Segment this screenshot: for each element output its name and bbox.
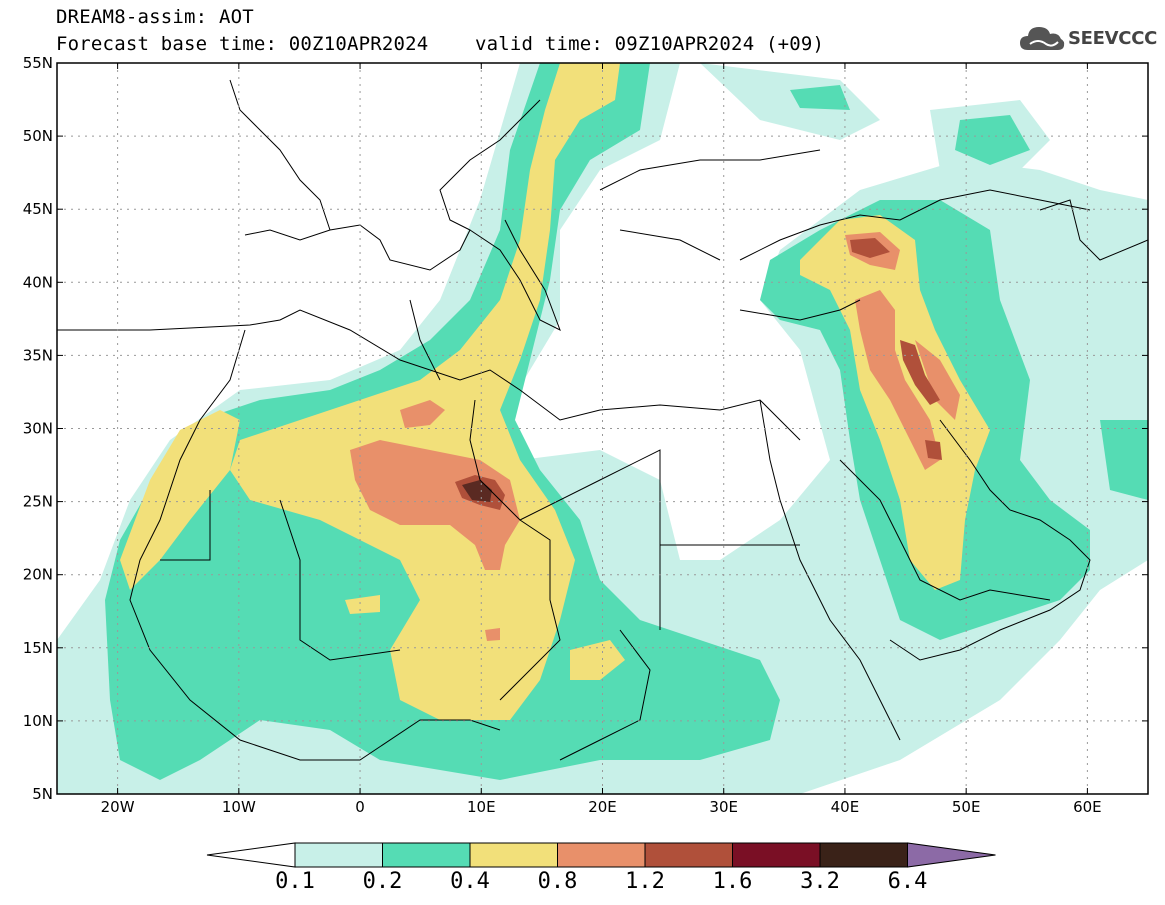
colorbar-segment [557, 842, 646, 868]
latitude-labels: 55N 50N 45N 40N 35N 30N 25N 20N 15N 10N 5N [23, 54, 53, 803]
colorbar-label: 0.4 [450, 869, 490, 894]
aot-field [57, 63, 1148, 794]
lat-label: 5N [32, 785, 53, 803]
lon-label: 40E [831, 798, 860, 816]
lon-label: 30E [709, 798, 738, 816]
lon-label: 20E [588, 798, 617, 816]
lon-label: 10E [467, 798, 496, 816]
colorbar-segment [644, 842, 733, 868]
map-boundaries [57, 79, 1148, 761]
lon-label: 50E [952, 798, 981, 816]
colorbar-label: 3.2 [800, 869, 840, 894]
forecast-time-line: Forecast base time: 00Z10APR2024 valid t… [56, 33, 825, 55]
colorbar [206, 842, 996, 868]
lon-label: 20W [101, 798, 135, 816]
colorbar-label: 0.2 [362, 869, 403, 894]
lon-label: 10W [222, 798, 256, 816]
map-ticks [57, 62, 1148, 795]
lat-label: 50N [23, 127, 53, 145]
lat-label: 30N [23, 420, 53, 438]
colorbar-label: 0.1 [275, 869, 315, 894]
colorbar-segment [294, 842, 383, 868]
lon-label: 0 [355, 798, 365, 816]
lat-label: 55N [23, 54, 53, 72]
lat-label: 15N [23, 639, 53, 657]
longitude-labels: 20W 10W 0 10E 20E 30E 40E 50E 60E [101, 798, 1102, 816]
colorbar-segment [382, 842, 471, 868]
map-gridlines [57, 63, 1148, 794]
lat-label: 10N [23, 712, 53, 730]
colorbar-low-arrow [206, 842, 296, 868]
lat-label: 40N [23, 273, 53, 291]
map-title: DREAM8-assim: AOT [56, 6, 254, 28]
lon-label: 60E [1073, 798, 1102, 816]
seevccc-logo: SEEVCCC [1018, 22, 1158, 60]
aot-contour-1-6 [462, 480, 492, 502]
lat-label: 25N [23, 493, 53, 511]
colorbar-high-arrow [907, 842, 996, 868]
logo-text: SEEVCCC [1068, 28, 1158, 49]
colorbar-segment [732, 842, 821, 868]
colorbar-label: 1.2 [625, 869, 665, 894]
colorbar-label: 6.4 [887, 869, 928, 894]
colorbar-label: 0.8 [537, 869, 578, 894]
lat-label: 45N [23, 200, 53, 218]
colorbar-segment [469, 842, 558, 868]
lat-label: 35N [23, 346, 53, 364]
lat-label: 20N [23, 566, 53, 584]
colorbar-label: 1.6 [712, 869, 753, 894]
cloud-icon [1020, 27, 1065, 50]
colorbar-segment [819, 842, 908, 868]
